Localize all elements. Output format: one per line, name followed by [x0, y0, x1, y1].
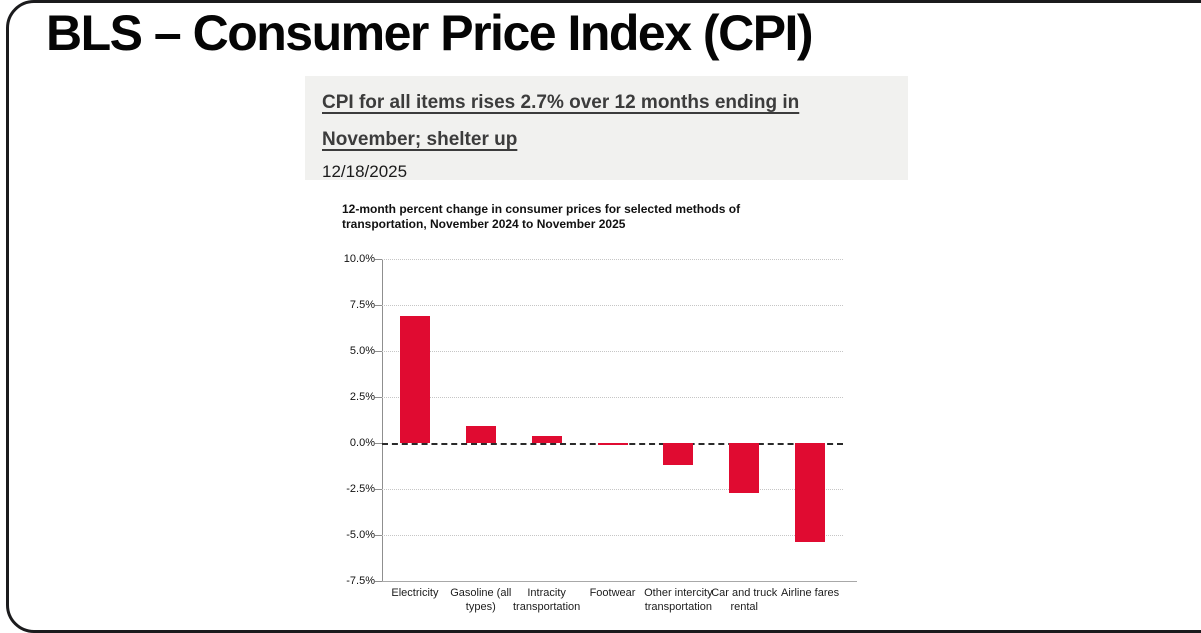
x-axis-label-airline-fares: Airline fares	[781, 587, 840, 599]
y-axis-label: 0.0%	[349, 437, 375, 449]
bar-other-intercity-transportation	[663, 443, 694, 466]
x-axis-label-other-intercity-transportation: Other intercity transportation	[644, 587, 713, 613]
y-axis-label: -5.0%	[346, 529, 375, 541]
bar-gasoline-all-types	[465, 426, 496, 443]
y-axis-label: -2.5%	[346, 483, 375, 495]
y-axis-tick	[375, 397, 382, 398]
y-axis-tick	[375, 443, 382, 444]
y-axis-line	[382, 259, 383, 581]
gridline	[382, 305, 843, 306]
gridline	[382, 351, 843, 352]
cpi-transportation-chart: 12-month percent change in consumer pric…	[342, 202, 882, 613]
bar-airline-fares	[795, 443, 826, 543]
x-axis-label-gasoline-all-types: Gasoline (all types)	[450, 587, 512, 613]
bar-intracity-transportation	[531, 435, 562, 443]
news-article-card: CPI for all items rises 2.7% over 12 mon…	[305, 76, 908, 181]
y-axis-label: 2.5%	[349, 391, 375, 403]
article-headline-link[interactable]: CPI for all items rises 2.7% over 12 mon…	[322, 92, 800, 150]
y-axis-tick	[375, 351, 382, 352]
y-axis-tick	[375, 489, 382, 490]
y-axis-tick	[375, 535, 382, 536]
gridline	[382, 535, 843, 536]
y-axis-label: 7.5%	[349, 299, 375, 311]
gridline	[382, 581, 857, 582]
bar-car-and-truck-rental	[729, 443, 760, 493]
y-axis-label: 10.0%	[343, 253, 375, 265]
y-axis-label: 5.0%	[349, 345, 375, 357]
bar-footwear	[597, 443, 628, 445]
gridline	[382, 397, 843, 398]
y-axis-tick	[375, 305, 382, 306]
x-axis-label-electricity: Electricity	[391, 587, 439, 599]
x-axis-label-intracity-transportation: Intracity transportation	[513, 587, 581, 613]
gridline	[382, 259, 843, 260]
x-axis-label-car-and-truck-rental: Car and truck rental	[711, 587, 778, 613]
y-axis-label: -7.5%	[346, 575, 375, 587]
gridline	[382, 489, 843, 490]
bar-chart-plot: 10.0% 7.5% 5.0% 2.5% 0.0% -2.5% -5.0% -7.5% Elec…	[344, 253, 857, 613]
bar-electricity	[399, 316, 430, 443]
chart-title: 12-month percent change in consumer pric…	[342, 202, 741, 231]
page-title: BLS – Consumer Price Index (CPI)	[46, 5, 814, 61]
x-axis-label-footwear: Footwear	[589, 587, 636, 599]
y-axis-tick	[375, 581, 382, 582]
article-date: 12/18/2025	[322, 162, 408, 181]
y-axis-tick	[375, 259, 382, 260]
